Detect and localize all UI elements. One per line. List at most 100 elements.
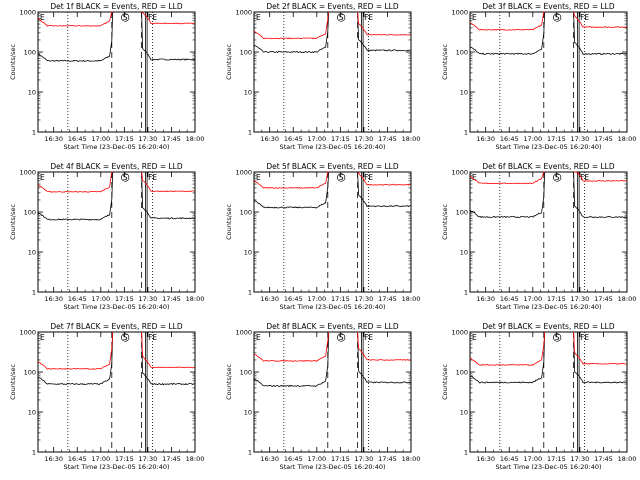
x-tick-label: 17:15 — [115, 135, 134, 143]
x-axis-label: Start Time (23-Dec-05 16:20:40) — [63, 303, 169, 311]
marker-label: FE — [580, 173, 589, 182]
x-tick-label: 18:00 — [186, 295, 205, 303]
y-tick-label: 100 — [24, 49, 36, 57]
x-tick-label: 17:45 — [378, 295, 397, 303]
x-tick-label: 16:30 — [476, 135, 495, 143]
lld-series-line — [573, 11, 627, 29]
x-tick-label: 17:15 — [331, 455, 350, 463]
events-series-line — [357, 171, 411, 208]
x-tick-label: 18:00 — [618, 135, 637, 143]
y-tick-label: 10 — [28, 409, 36, 417]
lld-series-line — [253, 331, 330, 362]
x-tick-label: 17:15 — [115, 295, 134, 303]
x-tick-label: 17:45 — [594, 455, 613, 463]
x-axis-label: Start Time (23-Dec-05 16:20:40) — [279, 463, 385, 471]
marker-label: S — [123, 173, 128, 182]
y-axis-label: Counts/sec — [225, 364, 233, 400]
events-series-line — [141, 11, 195, 61]
y-tick-label: 100 — [456, 369, 468, 377]
y-tick-label: 1 — [248, 449, 252, 457]
y-tick-label: 1000 — [19, 169, 36, 177]
y-tick-label: 10 — [460, 249, 468, 257]
y-tick-label: 1 — [248, 289, 252, 297]
y-tick-label: 1000 — [451, 169, 468, 177]
x-tick-label: 16:45 — [68, 295, 87, 303]
x-axis-label: Start Time (23-Dec-05 16:20:40) — [495, 463, 601, 471]
lld-series-line — [141, 331, 195, 369]
marker-circle — [336, 173, 346, 182]
marker-circle — [120, 173, 130, 182]
plot-frame — [37, 11, 196, 133]
marker-label: S — [555, 333, 560, 342]
marker-label: S — [123, 13, 128, 22]
y-tick-label: 10 — [244, 89, 252, 97]
marker-label: E — [472, 173, 477, 182]
y-tick-label: 1 — [32, 449, 36, 457]
x-tick-label: 17:00 — [91, 135, 110, 143]
y-tick-label: 10 — [28, 249, 36, 257]
events-series-line — [573, 171, 627, 219]
events-series-line — [469, 171, 546, 219]
x-tick-label: 17:30 — [571, 135, 590, 143]
lld-series-line — [37, 11, 113, 27]
detector-panel-6: Det 6f BLACK = Events, RED = LLD 1 10 100 10… — [441, 162, 636, 311]
x-tick-label: 17:30 — [139, 135, 158, 143]
marker-circle — [552, 13, 562, 22]
y-tick-label: 1 — [464, 289, 468, 297]
marker-label: FE — [148, 333, 157, 342]
lld-series-line — [357, 171, 411, 186]
lld-series-line — [253, 171, 329, 189]
events-series-line — [37, 171, 114, 221]
panel-title: Det 8f BLACK = Events, RED = LLD — [266, 322, 399, 331]
detector-panel-7: Det 7f BLACK = Events, RED = LLD 1 10 100 10… — [9, 322, 204, 471]
x-tick-label: 17:15 — [115, 455, 134, 463]
y-tick-label: 1000 — [235, 329, 252, 337]
events-series-line — [37, 11, 114, 62]
y-axis-label: Counts/sec — [441, 204, 449, 240]
x-tick-label: 17:15 — [547, 295, 566, 303]
x-tick-label: 17:00 — [307, 455, 326, 463]
x-tick-label: 16:30 — [476, 455, 495, 463]
x-tick-label: 17:00 — [307, 295, 326, 303]
marker-label: S — [555, 13, 560, 22]
y-axis-label: Counts/sec — [9, 204, 17, 240]
lld-series-line — [469, 171, 545, 185]
events-series-line — [357, 11, 411, 52]
plot-frame — [469, 171, 628, 293]
marker-label: S — [123, 333, 128, 342]
y-tick-label: 1000 — [235, 169, 252, 177]
x-tick-label: 16:45 — [284, 135, 303, 143]
lld-series-line — [470, 331, 546, 366]
x-tick-label: 17:15 — [547, 135, 566, 143]
y-tick-label: 100 — [24, 369, 36, 377]
detector-panel-3: Det 3f BLACK = Events, RED = LLD 1 10 100 10… — [441, 2, 636, 151]
marker-label: E — [40, 333, 45, 342]
x-tick-label: 17:45 — [162, 455, 181, 463]
x-tick-label: 17:30 — [139, 295, 158, 303]
x-tick-label: 18:00 — [402, 135, 421, 143]
lld-series-line — [357, 11, 411, 36]
events-series-line — [357, 331, 411, 384]
x-tick-label: 16:45 — [68, 455, 87, 463]
plot-frame — [253, 331, 412, 453]
y-tick-label: 100 — [24, 209, 36, 217]
x-tick-label: 17:45 — [378, 135, 397, 143]
y-tick-label: 100 — [456, 49, 468, 57]
y-tick-label: 100 — [240, 49, 252, 57]
marker-circle — [336, 13, 346, 22]
marker-label: FE — [580, 333, 589, 342]
detector-panel-2: Det 2f BLACK = Events, RED = LLD 1 10 100 10… — [225, 2, 420, 151]
plot-frame — [37, 331, 196, 453]
panel-title: Det 2f BLACK = Events, RED = LLD — [266, 2, 399, 11]
events-series-line — [469, 11, 546, 55]
x-tick-label: 17:15 — [331, 295, 350, 303]
x-tick-label: 17:30 — [355, 295, 374, 303]
x-tick-label: 17:45 — [378, 455, 397, 463]
lld-series-line — [573, 331, 627, 365]
y-axis-label: Counts/sec — [9, 44, 17, 80]
y-axis-label: Counts/sec — [9, 364, 17, 400]
marker-label: FE — [148, 13, 157, 22]
detector-panel-4: Det 4f BLACK = Events, RED = LLD 1 10 100 10… — [9, 162, 204, 311]
marker-label: E — [40, 173, 45, 182]
